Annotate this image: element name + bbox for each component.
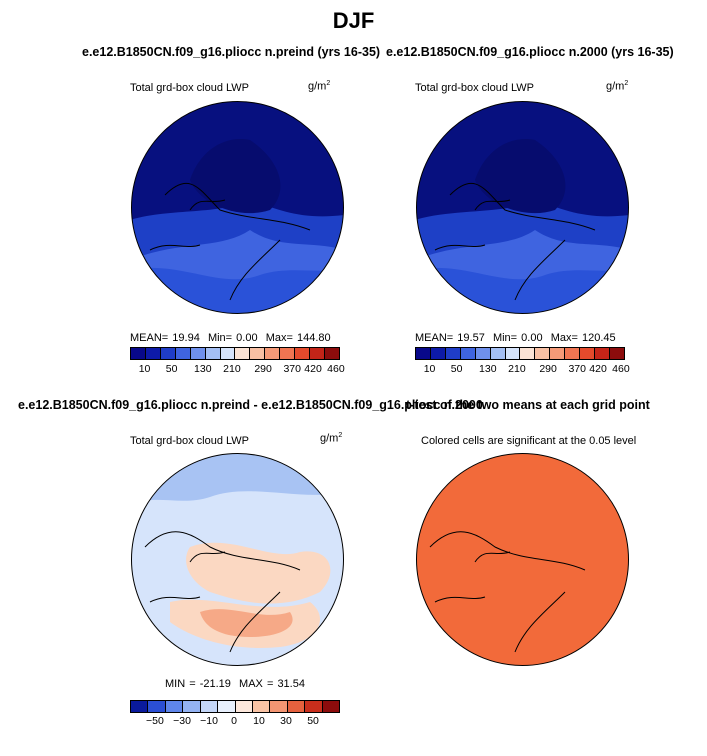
variable-label-2000: Total grd-box cloud LWP bbox=[415, 82, 535, 94]
colorbar-box bbox=[430, 348, 446, 359]
colorbar-box bbox=[265, 348, 281, 359]
colorbar-tick-label: 130 bbox=[479, 363, 497, 375]
stats-diff: MIN = -21.19 MAX = 31.54 bbox=[165, 678, 305, 690]
map-ttest bbox=[416, 453, 629, 666]
colorbar-box bbox=[416, 348, 431, 359]
colorbar-tick-label: 50 bbox=[450, 363, 463, 375]
colorbar-box bbox=[190, 348, 206, 359]
colorbar-box bbox=[131, 701, 149, 712]
colorbar-ticks-2000: 10 50 130 210 290 370 420 460 bbox=[415, 363, 630, 377]
colorbar-tick-label: 420 bbox=[304, 363, 322, 375]
variable-label-preind: Total grd-box cloud LWP bbox=[130, 82, 250, 94]
colorbar-box bbox=[183, 701, 201, 712]
colorbar-tick-label: 0 bbox=[231, 715, 237, 727]
map-difference bbox=[131, 453, 344, 666]
colorbar-tick-label: −30 bbox=[173, 715, 191, 727]
colorbar-box bbox=[131, 348, 146, 359]
map-preind bbox=[131, 101, 344, 314]
colorbar-tick-label: 370 bbox=[283, 363, 301, 375]
variable-label-diff: Total grd-box cloud LWP bbox=[130, 435, 250, 447]
stats-preind: MEAN= 19.94 Min= 0.00 Max= 144.80 bbox=[130, 332, 331, 344]
colorbar-box bbox=[322, 701, 340, 712]
map-2000 bbox=[416, 101, 629, 314]
colorbar-box bbox=[535, 348, 551, 359]
colorbar-box bbox=[595, 348, 610, 359]
colorbar-tick-label: 290 bbox=[539, 363, 557, 375]
colorbar-tick-label: 460 bbox=[612, 363, 630, 375]
colorbar-tick-label: 10 bbox=[253, 715, 265, 727]
colorbar-box bbox=[205, 348, 221, 359]
ttest-note: Colored cells are significant at the 0.0… bbox=[421, 435, 637, 447]
colorbar-box bbox=[270, 701, 288, 712]
colorbar-ticks-diff: −50 −30 −10 0 10 30 50 bbox=[130, 715, 338, 729]
colorbar-box bbox=[475, 348, 491, 359]
colorbar-tick-label: 210 bbox=[508, 363, 526, 375]
case-title-2000: e.e12.B1850CN.f09_g16.pliocc n.2000 (yrs… bbox=[386, 45, 674, 59]
case-title-preind: e.e12.B1850CN.f09_g16.pliocc n.preind (y… bbox=[82, 45, 381, 59]
colorbar-tick-label: 290 bbox=[254, 363, 272, 375]
colorbar-tick-label: 50 bbox=[165, 363, 178, 375]
colorbar-tick-label: 30 bbox=[280, 715, 292, 727]
colorbar-diff bbox=[130, 700, 340, 713]
colorbar-box bbox=[460, 348, 476, 359]
units-label-2000: g/m2 bbox=[606, 80, 629, 93]
colorbar-tick-label: −50 bbox=[146, 715, 164, 727]
colorbar-box bbox=[235, 701, 253, 712]
colorbar-box bbox=[145, 348, 161, 359]
colorbar-box bbox=[160, 348, 176, 359]
colorbar-box bbox=[520, 348, 536, 359]
colorbar-box bbox=[445, 348, 461, 359]
colorbar-box bbox=[609, 348, 624, 359]
colorbar-box bbox=[220, 348, 236, 359]
colorbar-2000 bbox=[415, 347, 625, 360]
colorbar-tick-label: −10 bbox=[200, 715, 218, 727]
colorbar-box bbox=[287, 701, 306, 712]
colorbar-box bbox=[550, 348, 566, 359]
colorbar-box bbox=[148, 701, 166, 712]
colorbar-box bbox=[252, 701, 271, 712]
figure-title: DJF bbox=[332, 8, 375, 33]
stats-2000: MEAN= 19.57 Min= 0.00 Max= 120.45 bbox=[415, 332, 616, 344]
colorbar-box bbox=[565, 348, 581, 359]
colorbar-tick-label: 10 bbox=[138, 363, 151, 375]
colorbar-tick-label: 50 bbox=[307, 715, 319, 727]
ttest-title: t-test of the two means at each grid poi… bbox=[406, 398, 650, 412]
colorbar-box bbox=[250, 348, 266, 359]
colorbar-box bbox=[310, 348, 325, 359]
colorbar-box bbox=[295, 348, 311, 359]
colorbar-tick-label: 370 bbox=[568, 363, 586, 375]
colorbar-box bbox=[218, 701, 236, 712]
colorbar-tick-label: 130 bbox=[194, 363, 212, 375]
colorbar-preind bbox=[130, 347, 340, 360]
colorbar-tick-label: 460 bbox=[327, 363, 345, 375]
colorbar-box bbox=[175, 348, 191, 359]
colorbar-tick-label: 10 bbox=[423, 363, 436, 375]
colorbar-box bbox=[280, 348, 296, 359]
colorbar-box bbox=[305, 701, 323, 712]
colorbar-tick-label: 210 bbox=[223, 363, 241, 375]
colorbar-box bbox=[580, 348, 596, 359]
colorbar-box bbox=[165, 701, 184, 712]
units-label-diff: g/m2 bbox=[320, 432, 343, 445]
diff-title: e.e12.B1850CN.f09_g16.pliocc n.preind - … bbox=[18, 398, 483, 412]
colorbar-box bbox=[235, 348, 251, 359]
colorbar-box bbox=[490, 348, 506, 359]
colorbar-tick-label: 420 bbox=[589, 363, 607, 375]
colorbar-box bbox=[200, 701, 219, 712]
colorbar-box bbox=[505, 348, 521, 359]
colorbar-ticks-preind: 10 50 130 210 290 370 420 460 bbox=[130, 363, 345, 377]
colorbar-box bbox=[324, 348, 339, 359]
units-label-preind: g/m2 bbox=[308, 80, 331, 93]
